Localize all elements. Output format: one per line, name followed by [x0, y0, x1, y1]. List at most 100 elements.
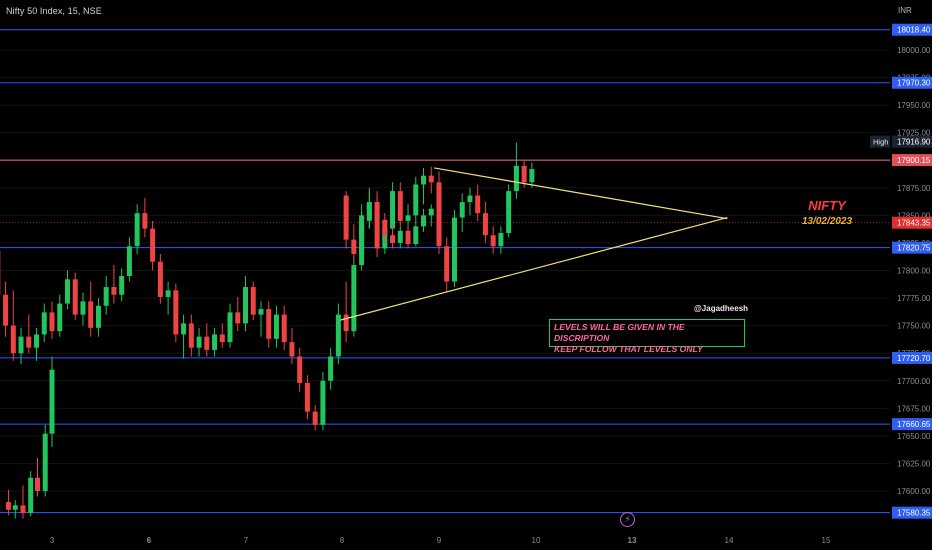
level-tag-1-text: 17970.30	[897, 79, 931, 88]
candle-body-103	[413, 226, 419, 245]
candle-98	[374, 195, 380, 227]
candle-body-91	[513, 165, 519, 192]
level-tag-2-text: 17900.15	[897, 156, 931, 165]
candle-body-2	[20, 505, 26, 514]
candle-body-70	[351, 264, 357, 332]
candles	[0, 142, 535, 519]
candle-body-78	[413, 184, 419, 216]
candle-body-30	[41, 312, 47, 335]
candle-6	[49, 356, 55, 447]
current-price-tag: 17843.35	[892, 216, 932, 229]
candle-36	[88, 281, 94, 337]
y-tick-label-7: 17775.00	[897, 294, 931, 303]
candle-84	[459, 193, 465, 232]
candle-body-41	[126, 246, 132, 277]
candle-body-51	[204, 336, 210, 350]
candle-68	[335, 303, 341, 365]
candle-body-98	[374, 202, 380, 220]
candle-body-38	[103, 287, 109, 306]
candle-body-50	[196, 336, 202, 348]
candle-body-69	[343, 314, 349, 332]
candle-body-28	[26, 336, 32, 348]
candle-body-53	[219, 334, 225, 343]
candle-27	[18, 327, 24, 365]
candle-body-85	[467, 195, 473, 203]
candle-2	[20, 485, 26, 519]
author-tag: @Jagadheesh	[694, 304, 749, 313]
candle-32	[57, 294, 63, 337]
candle-body-49	[188, 323, 194, 348]
candle-body-105	[428, 208, 434, 216]
candle-106	[436, 197, 442, 236]
candle-body-75	[390, 191, 396, 229]
y-tick-label-0: 17600.00	[897, 487, 931, 496]
level-tag-4-text: 17720.70	[897, 354, 931, 363]
symbol-title: Nifty 50 Index, 15, NSE	[6, 6, 102, 16]
candle-body-96	[359, 220, 365, 254]
candle-59	[266, 301, 272, 348]
candle-body-37	[95, 305, 101, 328]
candle-body-25	[3, 294, 9, 326]
candle-body-102	[405, 230, 411, 245]
candle-38	[103, 276, 109, 315]
candle-60	[273, 305, 279, 348]
candle-body-3	[28, 477, 34, 514]
candle-54	[227, 303, 233, 348]
candle-85	[467, 187, 473, 216]
x-tick-label-5: 10	[532, 536, 541, 545]
candle-body-88	[490, 235, 496, 247]
candle-62	[289, 327, 295, 365]
candle-body-32	[57, 303, 63, 332]
candle-48	[181, 314, 187, 359]
candle-body-34	[72, 279, 78, 315]
candle-70	[351, 257, 357, 337]
high-pill-text: High	[873, 138, 888, 147]
high-pill-bg	[870, 135, 890, 148]
candle-100	[390, 224, 396, 249]
level-tag-1: 17970.30	[892, 76, 932, 89]
candle-83	[451, 209, 457, 288]
candle-body-33	[64, 279, 70, 304]
candle-body-99	[382, 219, 388, 236]
x-tick-label-1: 6	[147, 536, 152, 545]
time-axis-bg	[0, 530, 932, 550]
candle-body-87	[482, 213, 488, 236]
candle-45	[157, 253, 163, 304]
candle-80	[428, 166, 434, 194]
note-line-2: KEEP FOLLOW THAT LEVELS ONLY	[554, 344, 703, 354]
candle-3	[28, 471, 34, 517]
candle-101	[397, 226, 403, 249]
lightning-icon[interactable]: ⚡	[620, 512, 635, 527]
candle-body-60	[273, 314, 279, 339]
time-axis[interactable]: 3 6 7 8 9 10 13 14 15	[0, 530, 932, 550]
current-price-tag-text: 17843.35	[897, 219, 931, 228]
x-tick-label-7: 14	[725, 536, 734, 545]
candle-body-58	[258, 309, 264, 315]
candle-body-5	[42, 433, 48, 491]
candle-63	[297, 347, 303, 392]
candle-body-100	[390, 235, 396, 243]
price-axis[interactable]: 17600.00 17625.00 17650.00 17675.00 17700.00…	[870, 0, 932, 550]
candle-body-79	[421, 175, 427, 185]
candle-42	[134, 204, 140, 254]
candle-body-63	[297, 356, 303, 383]
high-tag: 17916.90	[892, 135, 932, 148]
y-tick-label-4: 17700.00	[897, 377, 931, 386]
candle-41	[126, 237, 132, 282]
candle-88	[490, 226, 496, 254]
candle-49	[188, 314, 194, 357]
candle-body-47	[173, 290, 179, 335]
candle-body-1	[12, 505, 18, 510]
candle-35	[80, 292, 86, 326]
y-tick-label-11: 17875.00	[897, 184, 931, 193]
candle-body-67	[328, 356, 334, 381]
candle-body-26	[10, 325, 16, 354]
current-price-tag-bg	[892, 216, 932, 229]
triangle-upper-line	[434, 167, 728, 220]
level-tag-4: 17720.70	[892, 351, 932, 364]
candle-97	[366, 191, 372, 229]
price-axis-bg	[890, 0, 932, 550]
y-tick-label-13: 17925.00	[897, 129, 931, 138]
level-tag-2-bg	[892, 154, 932, 167]
